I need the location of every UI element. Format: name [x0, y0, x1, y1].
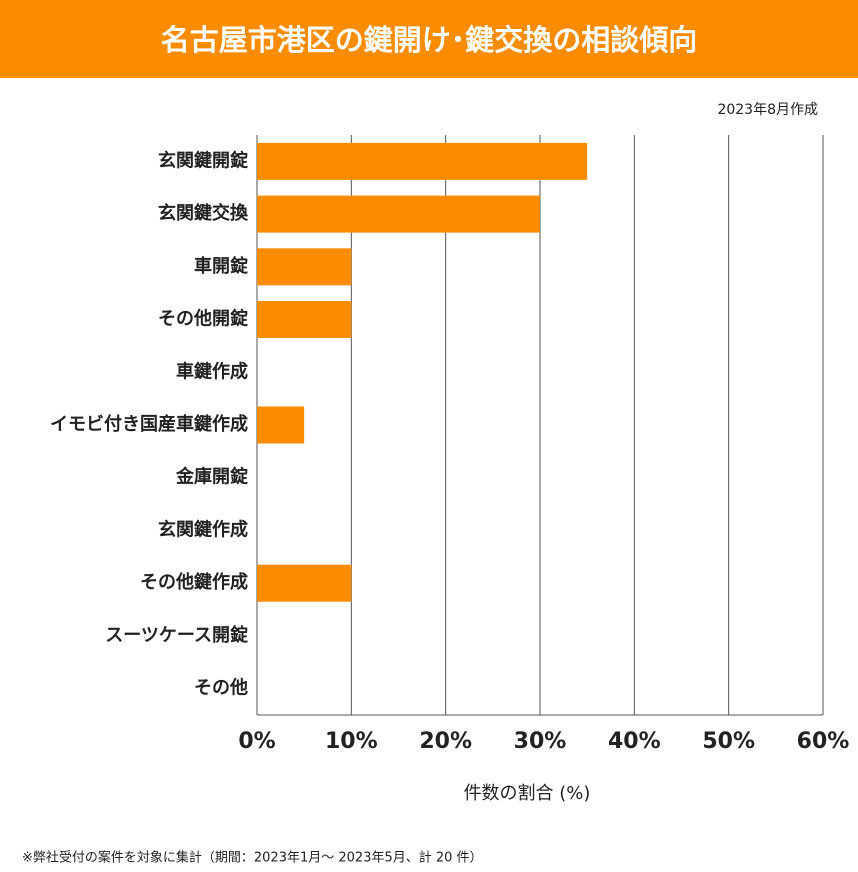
y-tick-label: その他開錠: [158, 308, 248, 330]
x-tick-label: 40%: [608, 729, 661, 754]
bar: [257, 564, 352, 602]
y-tick-label: 金庫開錠: [175, 466, 248, 488]
bar: [257, 406, 305, 444]
footnote: ※弊社受付の案件を対象に集計（期間：2023年1月～ 2023年5月、計 20 …: [22, 850, 483, 866]
y-tick-label: 玄関鍵作成: [158, 518, 248, 540]
bar: [257, 195, 540, 233]
bar: [257, 301, 352, 339]
y-tick-label: 玄関鍵開錠: [158, 149, 248, 171]
y-tick-label: その他鍵作成: [140, 571, 248, 593]
y-tick-label: 車鍵作成: [176, 360, 248, 382]
chart-subtitle: 2023年8月作成: [717, 102, 818, 118]
y-tick-label: スーツケース開錠: [105, 624, 248, 646]
chart-title: 名古屋市港区の鍵開け･鍵交換の相談傾向: [161, 23, 698, 57]
x-tick-label: 0%: [238, 729, 275, 754]
header-band: [0, 0, 858, 78]
bar: [257, 248, 352, 286]
x-tick-label: 30%: [514, 729, 567, 754]
y-tick-label: イモビ付き国産車鍵作成: [50, 413, 248, 435]
x-tick-label: 10%: [325, 729, 378, 754]
y-tick-label: その他: [194, 677, 248, 699]
x-axis-title: 件数の割合 (%): [464, 783, 591, 804]
bar: [257, 142, 588, 180]
y-tick-label: 車開錠: [194, 255, 248, 277]
x-tick-label: 20%: [419, 729, 472, 754]
x-tick-label: 50%: [702, 729, 755, 754]
y-tick-label: 玄関鍵交換: [158, 202, 249, 224]
x-tick-label: 60%: [797, 729, 850, 754]
